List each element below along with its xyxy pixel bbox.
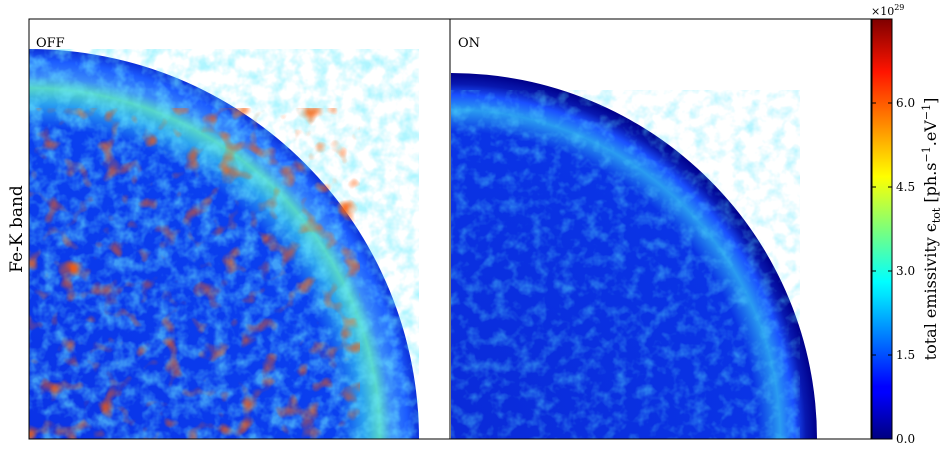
colorbar-tick-label-3: 4.5	[896, 180, 915, 194]
panel-label-off: OFF	[36, 36, 65, 51]
colorbar: 0.0 1.5 3.0 4.5 6.0 ×1029 total emissivity ϵ…	[871, 3, 943, 446]
colorbar-tick-label-2: 3.0	[896, 264, 915, 278]
colorbar-tick-label-4: 6.0	[896, 96, 915, 110]
row-label: Fe-K band	[7, 185, 27, 273]
panel-label-on: ON	[458, 36, 480, 51]
colorbar-tick-label-1: 1.5	[896, 348, 915, 362]
colorbar-gradient	[872, 19, 892, 439]
colorbar-tick-label-0: 0.0	[896, 432, 915, 446]
colorbar-multiplier: ×1029	[871, 3, 904, 18]
panel-on	[451, 19, 871, 439]
panel-off	[29, 19, 450, 439]
colorbar-label: total emissivity ϵtot [ph.s−1.eV−1]	[920, 98, 943, 361]
